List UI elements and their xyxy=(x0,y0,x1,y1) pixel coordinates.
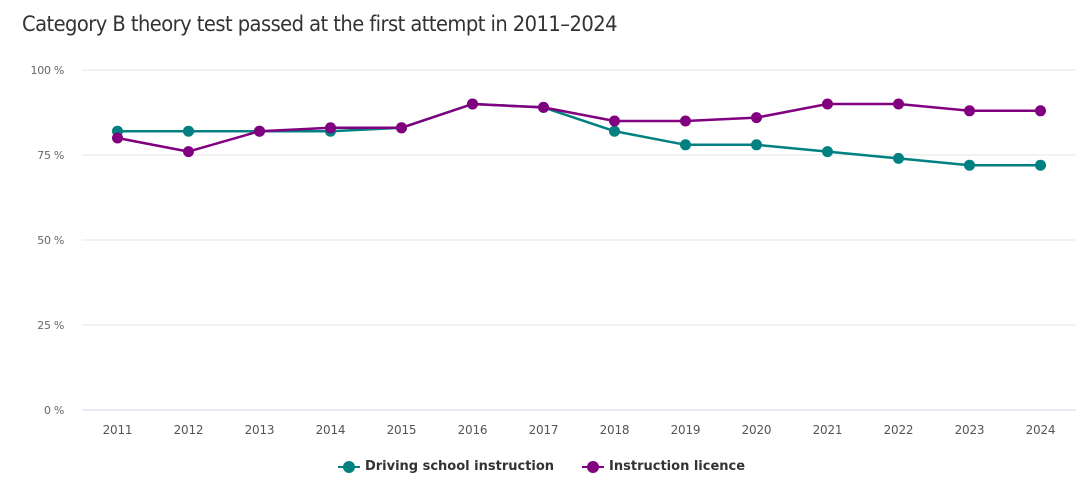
data-point[interactable] xyxy=(183,146,194,158)
legend-marker-icon xyxy=(582,460,605,473)
x-tick-label: 2014 xyxy=(316,423,346,437)
x-tick-label: 2015 xyxy=(387,423,417,437)
y-tick-label: 50 % xyxy=(37,234,64,247)
data-point[interactable] xyxy=(822,98,833,110)
data-point[interactable] xyxy=(609,115,620,127)
x-tick-label: 2022 xyxy=(884,423,914,437)
series-1 xyxy=(112,98,1046,158)
x-tick-label: 2020 xyxy=(742,423,772,437)
y-tick-label: 100 % xyxy=(31,64,64,77)
x-tick-label: 2023 xyxy=(955,423,985,437)
chart-title: Category B theory test passed at the fir… xyxy=(22,12,618,36)
x-tick-label: 2017 xyxy=(529,423,559,437)
data-point[interactable] xyxy=(964,159,975,171)
data-point[interactable] xyxy=(325,122,336,134)
y-tick-label: 0 % xyxy=(44,404,64,417)
data-point[interactable] xyxy=(183,125,194,137)
x-tick-label: 2016 xyxy=(458,423,488,437)
data-point[interactable] xyxy=(112,132,123,144)
y-tick-label: 75 % xyxy=(37,149,64,162)
legend-label: Instruction licence xyxy=(609,459,746,474)
legend-item-driving-school[interactable]: Driving school instruction xyxy=(337,459,555,474)
grid-lines xyxy=(82,69,1076,411)
data-point[interactable] xyxy=(964,105,975,117)
legend-item-instruction-licence[interactable]: Instruction licence xyxy=(582,459,745,474)
x-tick-label: 2024 xyxy=(1026,423,1056,437)
data-point[interactable] xyxy=(822,146,833,158)
x-tick-label: 2011 xyxy=(103,423,133,437)
data-point[interactable] xyxy=(1035,105,1046,117)
data-point[interactable] xyxy=(680,115,691,127)
legend: Driving school instruction Instruction l… xyxy=(0,459,1083,474)
data-point[interactable] xyxy=(609,125,620,137)
legend-marker-icon xyxy=(337,460,360,473)
data-point[interactable] xyxy=(751,112,762,124)
x-axis: 2011 2012 2013 2014 2015 2016 2017 2018 2019 2020… xyxy=(103,423,1056,437)
line-chart: 0 %25 %50 %75 %100 % 2011 2012 2013 2014 201… xyxy=(31,64,1076,437)
x-tick-label: 2019 xyxy=(671,423,701,437)
x-tick-label: 2018 xyxy=(600,423,630,437)
data-point[interactable] xyxy=(751,139,762,151)
data-point[interactable] xyxy=(467,98,478,110)
x-tick-label: 2012 xyxy=(174,423,204,437)
y-axis: 0 % 25 % 50 % 75 % 100 % xyxy=(31,64,65,417)
series-group xyxy=(112,98,1046,171)
data-point[interactable] xyxy=(893,152,904,164)
data-point[interactable] xyxy=(1035,159,1046,171)
data-point[interactable] xyxy=(396,122,407,134)
x-tick-label: 2013 xyxy=(245,423,275,437)
y-tick-label: 25 % xyxy=(37,319,64,332)
data-point[interactable] xyxy=(680,139,691,151)
data-point[interactable] xyxy=(254,125,265,137)
x-tick-label: 2021 xyxy=(813,423,843,437)
series-line xyxy=(116,102,1042,153)
legend-label: Driving school instruction xyxy=(364,459,555,474)
data-point[interactable] xyxy=(538,101,549,113)
data-point[interactable] xyxy=(893,98,904,110)
